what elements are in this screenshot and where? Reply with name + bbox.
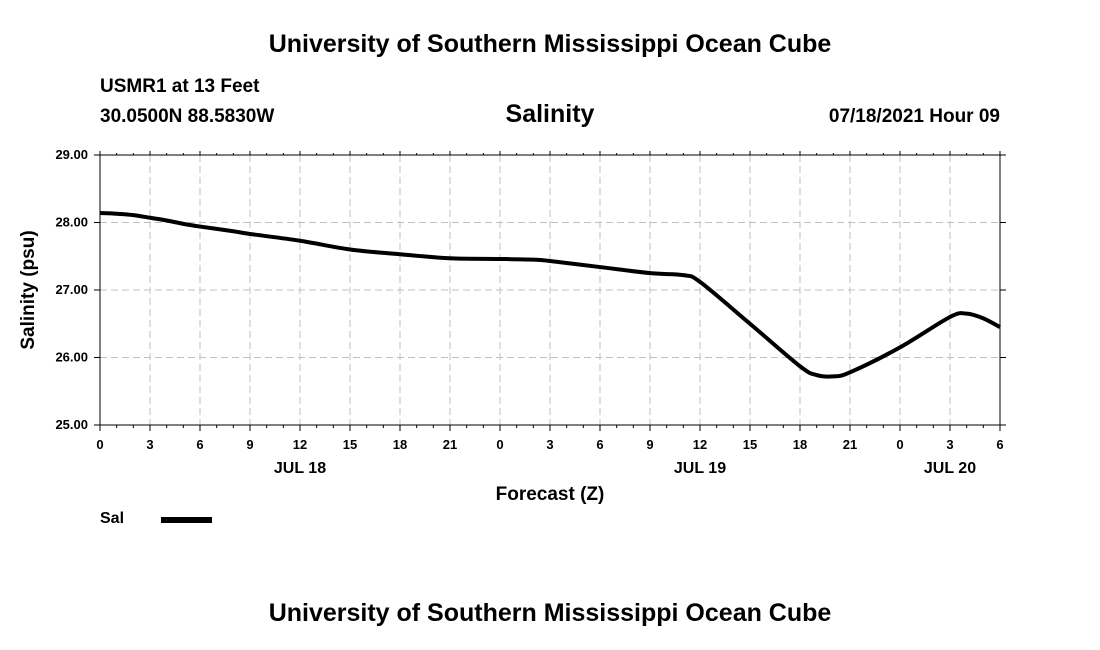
x-tick-label: 12 xyxy=(293,437,307,452)
x-tick-label: 9 xyxy=(246,437,253,452)
page-title: University of Southern Mississippi Ocean… xyxy=(268,30,832,58)
x-tick-label: 18 xyxy=(393,437,407,452)
x-tick-label: 18 xyxy=(793,437,807,452)
x-date-label: JUL 20 xyxy=(924,460,976,477)
y-tick-label: 26.00 xyxy=(55,350,88,365)
x-tick-label: 6 xyxy=(996,437,1003,452)
x-date-label: JUL 18 xyxy=(274,460,326,477)
series-line-sal xyxy=(99,211,1001,379)
x-tick-label: 3 xyxy=(546,437,553,452)
x-tick-label: 3 xyxy=(946,437,953,452)
x-tick-label: 6 xyxy=(196,437,203,452)
x-date-label: JUL 19 xyxy=(674,460,726,477)
x-tick-label: 21 xyxy=(843,437,857,452)
x-tick-label: 15 xyxy=(743,437,757,452)
y-axis-label: Salinity (psu) xyxy=(18,230,39,349)
x-tick-label: 15 xyxy=(343,437,357,452)
chart-title: Salinity xyxy=(505,100,595,128)
x-tick-label: 21 xyxy=(443,437,457,452)
station-coordinates: 30.0500N 88.5830W xyxy=(100,106,275,127)
x-tick-label: 9 xyxy=(646,437,653,452)
legend-label: Sal xyxy=(100,510,125,527)
y-tick-label: 27.00 xyxy=(55,282,88,297)
legend-line-swatch xyxy=(161,517,212,523)
x-tick-label: 3 xyxy=(146,437,153,452)
x-tick-label: 6 xyxy=(596,437,603,452)
x-axis-label: Forecast (Z) xyxy=(496,484,605,505)
x-tick-label: 0 xyxy=(896,437,903,452)
x-tick-label: 12 xyxy=(693,437,707,452)
station-label: USMR1 at 13 Feet xyxy=(100,76,260,97)
x-tick-label: 0 xyxy=(496,437,503,452)
x-tick-label: 0 xyxy=(96,437,103,452)
forecast-datetime: 07/18/2021 Hour 09 xyxy=(828,106,1000,127)
y-tick-label: 29.00 xyxy=(55,147,88,162)
y-tick-label: 25.00 xyxy=(55,417,88,432)
footer-title: University of Southern Mississippi Ocean… xyxy=(268,599,832,627)
y-tick-label: 28.00 xyxy=(55,215,88,230)
plot-frame xyxy=(99,154,1001,426)
